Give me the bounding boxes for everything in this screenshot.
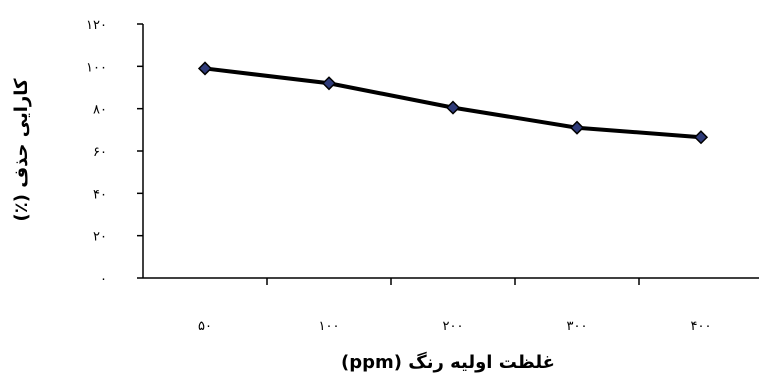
data-point — [197, 61, 213, 76]
x-tick-label: ۱۰۰ — [319, 319, 340, 334]
axes — [142, 24, 759, 279]
y-tick-label: ۰ — [100, 272, 107, 287]
data-point — [569, 120, 585, 135]
data-point — [693, 130, 709, 145]
y-axis-title: کارایی حذف (٪) — [11, 78, 32, 222]
y-tick-label: ۸۰ — [93, 103, 107, 118]
x-tick-label: ۴۰۰ — [691, 319, 712, 334]
data-point — [445, 100, 461, 115]
x-tick-label: ۳۰۰ — [567, 319, 588, 334]
data-point — [321, 76, 337, 91]
plot-area — [197, 61, 709, 145]
y-tick-label: ۲۰ — [93, 230, 107, 245]
x-axis-title: غلظت اولیه رنگ (ppm) — [341, 351, 555, 373]
y-ticks: ۰ ۲۰ ۴۰ ۶۰ ۸۰ ۱۰۰ ۱۲۰ — [86, 18, 143, 287]
x-ticks: ۵۰ ۱۰۰ ۲۰۰ ۳۰۰ ۴۰۰ — [198, 278, 712, 334]
y-tick-label: ۱۰۰ — [86, 60, 107, 75]
y-tick-label: ۱۲۰ — [86, 18, 107, 33]
y-tick-label: ۴۰ — [93, 187, 107, 202]
x-tick-label: ۵۰ — [198, 319, 212, 334]
y-tick-label: ۶۰ — [93, 145, 107, 160]
x-tick-label: ۲۰۰ — [443, 319, 464, 334]
